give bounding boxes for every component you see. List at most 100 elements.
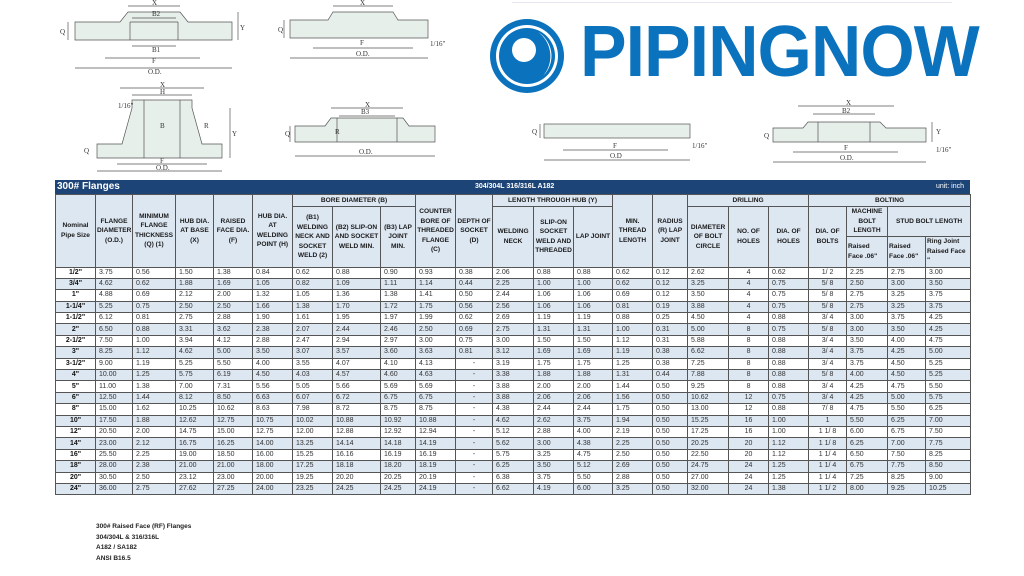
table-cell: 3.75 [925, 300, 972, 314]
table-cell: 4.75 [573, 448, 614, 462]
table-cell: 7.31 [213, 380, 253, 393]
table-cell: 5.00 [213, 346, 253, 359]
table-cell: 4.75 [925, 334, 972, 348]
table-cell: 4.25 [925, 312, 972, 325]
dimension-label: 1/16" [692, 142, 707, 150]
table-cell: 4.00 [846, 368, 889, 382]
table-cell: 0.75 [455, 334, 494, 348]
dimension-label: X [365, 101, 370, 109]
pipe-size-cell: 1-1/4" [55, 300, 96, 314]
table-cell: 3.00 [415, 334, 457, 348]
table-cell: 4.07 [332, 357, 381, 371]
table-cell: 10.02 [292, 414, 333, 427]
dimension-label: B1 [152, 46, 161, 54]
col-machine-raised-face: Raised Face .06" [846, 235, 889, 268]
table-cell: 6.72 [332, 391, 381, 405]
table-cell: 1.94 [612, 414, 654, 427]
table-cell: 0.93 [415, 266, 457, 279]
table-cell: 0.75 [768, 277, 810, 291]
table-cell: 27.25 [213, 482, 253, 496]
table-cell: 3.75 [573, 414, 614, 427]
table-cell: 0.69 [455, 323, 494, 336]
table-cell: 6.62 [687, 346, 730, 359]
table-cell: 0.38 [652, 357, 689, 371]
pipe-size-cell: 1-1/2" [55, 312, 96, 325]
table-cell: 0.88 [768, 357, 810, 371]
table-cell: 0.84 [252, 266, 293, 279]
table-cell: 5.05 [292, 380, 333, 393]
socket-weld-flange-drawing: XB2 F O.D. Q Y 1/16" [764, 99, 951, 163]
dimension-label: R [204, 122, 209, 130]
col-min-thickness: MINIMUM FLANGE THICKNESS (Q) (1) [132, 194, 176, 268]
table-cell: 18.20 [379, 460, 417, 473]
pipe-size-cell: 1/2" [55, 266, 96, 279]
table-cell: 23.25 [292, 482, 333, 496]
table-cell: 16 [728, 425, 770, 439]
notes: 300# Raised Face (RF) Flanges 304/304L &… [96, 522, 191, 564]
table-cell: 7.25 [846, 471, 889, 484]
table-cell: 3.25 [887, 300, 927, 314]
table-cell: 6.62 [492, 482, 535, 496]
table-cell: 0.38 [652, 346, 689, 359]
pipe-size-cell: 2-1/2" [55, 334, 96, 348]
table-cell: 1.00 [768, 425, 810, 439]
table-cell: 2.38 [132, 460, 176, 473]
table-cell: 0.56 [132, 266, 176, 279]
dimension-label: F [844, 144, 848, 152]
table-cell: 0.12 [652, 266, 689, 279]
table-cell: 7.50 [887, 448, 927, 462]
pipe-size-cell: 14" [55, 437, 96, 450]
table-cell: 2.50 [132, 471, 176, 484]
table-cell: 18.19 [415, 460, 457, 473]
table-cell: 1.14 [415, 277, 457, 291]
table-cell: 2.75 [132, 482, 176, 496]
col-b2: (B2) SLIP-ON AND SOCKET WELD MIN. [332, 206, 381, 268]
table-cell: 1.75 [533, 357, 575, 371]
table-cell: 15.25 [687, 414, 730, 427]
table-cell: 13.00 [687, 403, 730, 416]
table-cell: 3.60 [379, 346, 417, 359]
table-cell: 1.38 [768, 482, 810, 496]
table-cell: 1.38 [292, 300, 333, 314]
table-cell: 1 1/ 4 [808, 471, 848, 484]
table-cell: 0.62 [292, 266, 333, 279]
table-cell: 1.38 [213, 266, 253, 279]
table-cell: 2.00 [573, 380, 614, 393]
table-cell: 1.25 [768, 460, 810, 473]
table-cell: 14.14 [332, 437, 381, 450]
table-cell: 20.20 [332, 471, 381, 484]
table-cell: 3.75 [887, 312, 927, 325]
table-cell: 6.00 [573, 482, 614, 496]
col-hub-dia-base: HUB DIA. AT BASE (X) [175, 194, 214, 268]
table-cell: 16 [728, 414, 770, 427]
table-row: 24" 36.00 2.75 27.62 27.25 24.00 23.25 24.25 24.… [55, 482, 972, 496]
note-line: A182 / SA182 [96, 544, 137, 551]
col-radius: RADIUS (R) LAP JOINT [652, 194, 689, 268]
table-cell: 0.38 [455, 266, 494, 279]
table-cell: 23.12 [175, 471, 214, 484]
pipe-size-cell: 5" [55, 380, 96, 393]
pipe-size-cell: 2" [55, 323, 96, 336]
table-cell: 7.88 [687, 368, 730, 382]
table-cell: 8.50 [925, 460, 972, 473]
table-cell: 23.00 [213, 471, 253, 484]
table-cell: 4.88 [95, 289, 133, 302]
table-cell: 0.50 [652, 448, 689, 462]
table-cell: 1.88 [533, 368, 575, 382]
table-cell: 10.62 [213, 403, 253, 416]
table-cell: 12.75 [252, 425, 293, 439]
note-line: 300# Raised Face (RF) Flanges [96, 523, 192, 530]
table-cell: 1.00 [573, 277, 614, 291]
table-cell: 17.50 [95, 414, 133, 427]
table-cell: 0.50 [652, 425, 689, 439]
table-cell: 16.75 [175, 437, 214, 450]
table-cell: 20 [728, 448, 770, 462]
table-cell: 2.25 [612, 437, 654, 450]
table-cell: 2.19 [612, 425, 654, 439]
table-cell: 0.50 [652, 437, 689, 450]
table-cell: 1.62 [132, 403, 176, 416]
table-cell: 3/ 4 [808, 334, 848, 348]
table-cell: 5.25 [175, 357, 214, 371]
table-cell: 1.31 [573, 323, 614, 336]
table-cell: - [455, 380, 494, 393]
